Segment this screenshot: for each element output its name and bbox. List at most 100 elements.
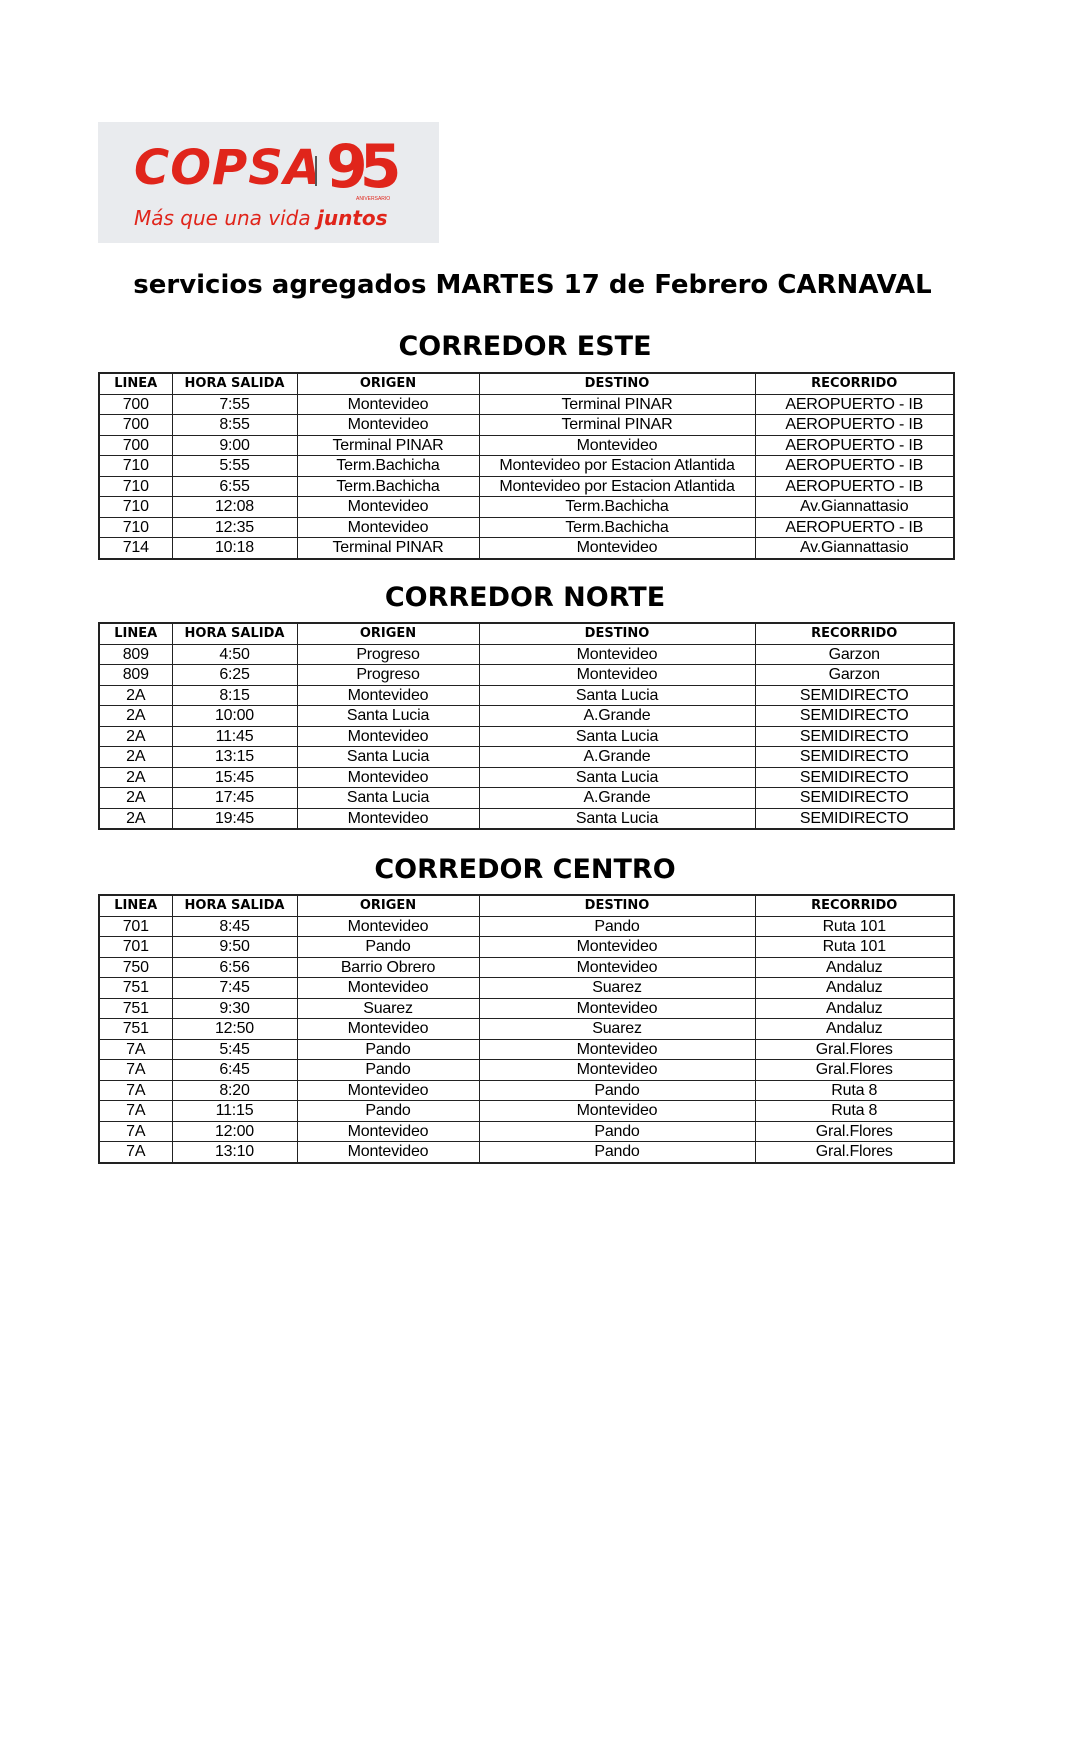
table-cell: 710 <box>98 496 173 518</box>
slogan-bold: juntos <box>317 206 388 230</box>
table-cell: Pando <box>478 1141 756 1163</box>
table-cell: 2A <box>98 705 173 727</box>
table-cell: Pando <box>296 1100 480 1122</box>
table-cell: Montevideo <box>296 393 480 415</box>
table-cell: AEROPUERTO - IB <box>754 414 955 436</box>
table-cell: Montevideo <box>296 766 480 788</box>
column-header: ORIGEN <box>296 894 480 917</box>
table-cell: 6:56 <box>171 956 298 978</box>
table-row: 701 8:45 Montevideo Pando Ruta 101 <box>98 915 955 937</box>
table-cell: 9:00 <box>171 434 298 456</box>
table-cell: Santa Lucia <box>478 725 756 747</box>
table-cell: 15:45 <box>171 766 298 788</box>
table-cell: 809 <box>98 664 173 686</box>
table-cell: 2A <box>98 746 173 768</box>
column-header: HORA SALIDA <box>171 372 298 395</box>
column-header: ORIGEN <box>296 372 480 395</box>
table-cell: 710 <box>98 475 173 497</box>
table-row: 710 12:35 Montevideo Term.Bachicha AEROPUERT… <box>98 516 955 538</box>
table-cell: Montevideo <box>296 1018 480 1040</box>
table-cell: 12:50 <box>171 1018 298 1040</box>
table-cell: Pando <box>296 936 480 958</box>
section-title-este: CORREDOR ESTE <box>398 331 652 362</box>
table-cell: 700 <box>98 393 173 415</box>
schedule-table-centro: LINEA HORA SALIDA ORIGEN DESTINO RECORRIDO 70… <box>98 894 955 1164</box>
table-cell: Ruta 8 <box>754 1079 955 1101</box>
table-cell: AEROPUERTO - IB <box>754 434 955 456</box>
table-cell: 11:45 <box>171 725 298 747</box>
table-cell: 7A <box>98 1079 173 1101</box>
table-cell: Term.Bachicha <box>296 455 480 477</box>
table-cell: Montevideo <box>478 434 756 456</box>
table-cell: A.Grande <box>478 746 756 768</box>
table-cell: Term.Bachicha <box>478 516 756 538</box>
table-cell: 750 <box>98 956 173 978</box>
table-cell: AEROPUERTO - IB <box>754 455 955 477</box>
table-cell: Barrio Obrero <box>296 956 480 978</box>
table-cell: Montevideo <box>478 1100 756 1122</box>
table-cell: Montevideo <box>296 516 480 538</box>
column-header: LINEA <box>98 622 173 645</box>
table-cell: 13:15 <box>171 746 298 768</box>
logo-anniversary-number: 95 <box>326 132 401 202</box>
table-cell: 7A <box>98 1059 173 1081</box>
table-row: 2A 15:45 Montevideo Santa Lucia SEMIDIRECTO <box>98 766 955 788</box>
table-cell: Pando <box>478 1079 756 1101</box>
table-row: 7A 8:20 Montevideo Pando Ruta 8 <box>98 1079 955 1101</box>
table-row: 710 5:55 Term.Bachicha Montevideo por Estac… <box>98 455 955 477</box>
table-cell: Terminal PINAR <box>478 393 756 415</box>
table-cell: Progreso <box>296 643 480 665</box>
table-cell: 8:55 <box>171 414 298 436</box>
table-row: 710 12:08 Montevideo Term.Bachicha Av.Gianna… <box>98 496 955 518</box>
table-cell: SEMIDIRECTO <box>754 746 955 768</box>
table-row: 751 12:50 Montevideo Suarez Andaluz <box>98 1018 955 1040</box>
logo-anniversary-label: ANIVERSARIO <box>356 196 391 202</box>
table-cell: Montevideo por Estacion Atlantida <box>478 475 756 497</box>
page-title: servicios agregados MARTES 17 de Febrero… <box>133 270 932 300</box>
table-cell: Santa Lucia <box>478 766 756 788</box>
table-cell: Andaluz <box>754 1018 955 1040</box>
table-row: 809 6:25 Progreso Montevideo Garzon <box>98 664 955 686</box>
table-cell: SEMIDIRECTO <box>754 787 955 809</box>
table-cell: 751 <box>98 997 173 1019</box>
column-header: LINEA <box>98 894 173 917</box>
table-cell: Pando <box>478 915 756 937</box>
table-cell: 7A <box>98 1038 173 1060</box>
table-row: 2A 10:00 Santa Lucia A.Grande SEMIDIRECTO <box>98 705 955 727</box>
table-header-row: LINEA HORA SALIDA ORIGEN DESTINO RECORRIDO <box>98 372 955 395</box>
table-cell: Montevideo <box>478 1059 756 1081</box>
table-cell: 7:45 <box>171 977 298 999</box>
logo-slogan: Más que una vida juntos <box>134 206 388 230</box>
table-cell: 10:18 <box>171 537 298 559</box>
table-cell: Suarez <box>296 997 480 1019</box>
table-cell: Montevideo <box>296 977 480 999</box>
table-row: 7A 6:45 Pando Montevideo Gral.Flores <box>98 1059 955 1081</box>
table-cell: Montevideo <box>296 807 480 830</box>
logo-brand: COPSA <box>134 140 322 196</box>
table-cell: Montevideo <box>296 1141 480 1163</box>
logo-divider <box>315 156 317 186</box>
column-header: DESTINO <box>478 372 756 395</box>
table-row: 701 9:50 Pando Montevideo Ruta 101 <box>98 936 955 958</box>
table-cell: Suarez <box>478 977 756 999</box>
table-row: 809 4:50 Progreso Montevideo Garzon <box>98 643 955 665</box>
table-row: 710 6:55 Term.Bachicha Montevideo por Estac… <box>98 475 955 497</box>
table-cell: Garzon <box>754 664 955 686</box>
table-cell: 751 <box>98 977 173 999</box>
table-cell: 12:35 <box>171 516 298 538</box>
table-cell: Gral.Flores <box>754 1038 955 1060</box>
table-cell: 710 <box>98 455 173 477</box>
table-cell: Ruta 101 <box>754 936 955 958</box>
table-cell: Montevideo <box>478 537 756 559</box>
table-cell: 7A <box>98 1141 173 1163</box>
table-cell: 17:45 <box>171 787 298 809</box>
table-cell: 7:55 <box>171 393 298 415</box>
table-cell: Andaluz <box>754 997 955 1019</box>
column-header: RECORRIDO <box>754 372 955 395</box>
table-cell: Pando <box>296 1038 480 1060</box>
table-cell: Montevideo <box>296 414 480 436</box>
table-row: 751 7:45 Montevideo Suarez Andaluz <box>98 977 955 999</box>
table-cell: Montevideo por Estacion Atlantida <box>478 455 756 477</box>
slogan-regular: Más que una vida <box>134 206 317 230</box>
table-cell: 700 <box>98 434 173 456</box>
